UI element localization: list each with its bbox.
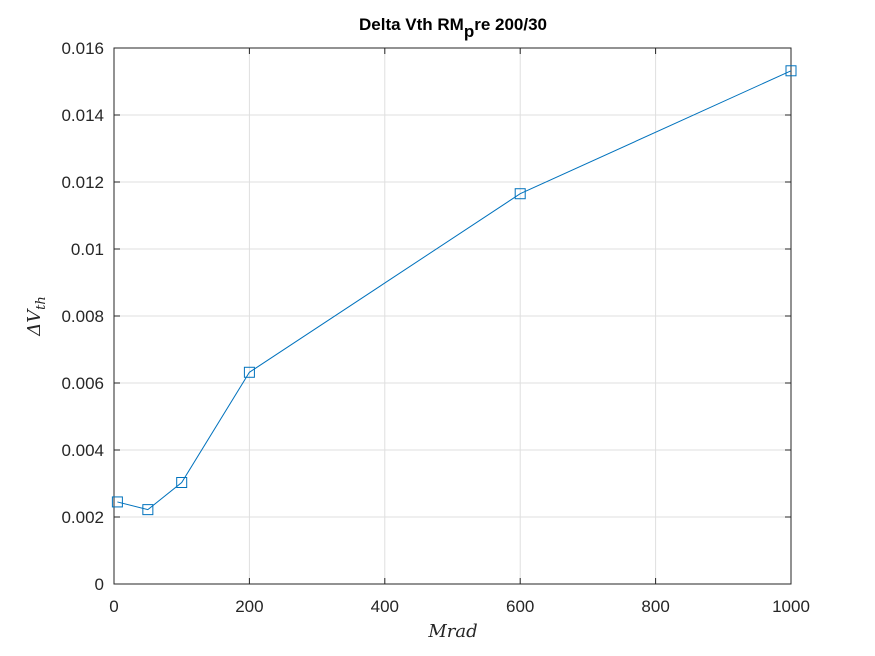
y-tick-label: 0.014: [61, 106, 104, 125]
y-axis-label-base: ΔV: [24, 308, 45, 337]
y-tick-label: 0.012: [61, 173, 104, 192]
data-point-marker: [514, 188, 526, 200]
x-tick-label: 200: [235, 597, 263, 616]
x-tick-labels: 0 200 400 600 800 1000: [109, 597, 810, 616]
x-axis-label: Mrad: [427, 621, 477, 642]
y-tick-label: 0.01: [71, 240, 104, 259]
data-point-marker: [785, 65, 797, 77]
grid: [113, 47, 792, 585]
data-point-marker: [111, 496, 123, 508]
chart-title-main: Delta Vth RM: [359, 15, 464, 34]
y-tick-label: 0.008: [61, 307, 104, 326]
x-tick-label: 800: [641, 597, 669, 616]
y-tick-labels: 0 0.002 0.004 0.006 0.008 0.01 0.012 0.014 0.016: [61, 39, 104, 594]
data-point-marker: [142, 504, 154, 516]
x-tick-label: 0: [109, 597, 118, 616]
y-tick-label: 0.006: [61, 374, 104, 393]
y-tick-label: 0.016: [61, 39, 104, 58]
chart-title-suffix: re 200/30: [474, 15, 547, 34]
y-axis-label-subscript: th: [34, 296, 49, 310]
chart-title-subscript: p: [464, 22, 474, 41]
chart-title: Delta Vth RMpre 200/30: [359, 15, 547, 41]
data-point-marker: [176, 476, 188, 488]
series-line: [117, 70, 792, 511]
y-tick-label: 0.004: [61, 441, 104, 460]
x-tick-label: 400: [371, 597, 399, 616]
axes: [113, 47, 792, 585]
y-tick-label: 0: [95, 575, 104, 594]
data-series: [111, 65, 797, 516]
x-tick-label: 1000: [772, 597, 810, 616]
y-tick-label: 0.002: [61, 508, 104, 527]
x-tick-label: 600: [506, 597, 534, 616]
y-axis-label: ΔVth: [24, 296, 49, 337]
data-point-marker: [243, 366, 255, 378]
